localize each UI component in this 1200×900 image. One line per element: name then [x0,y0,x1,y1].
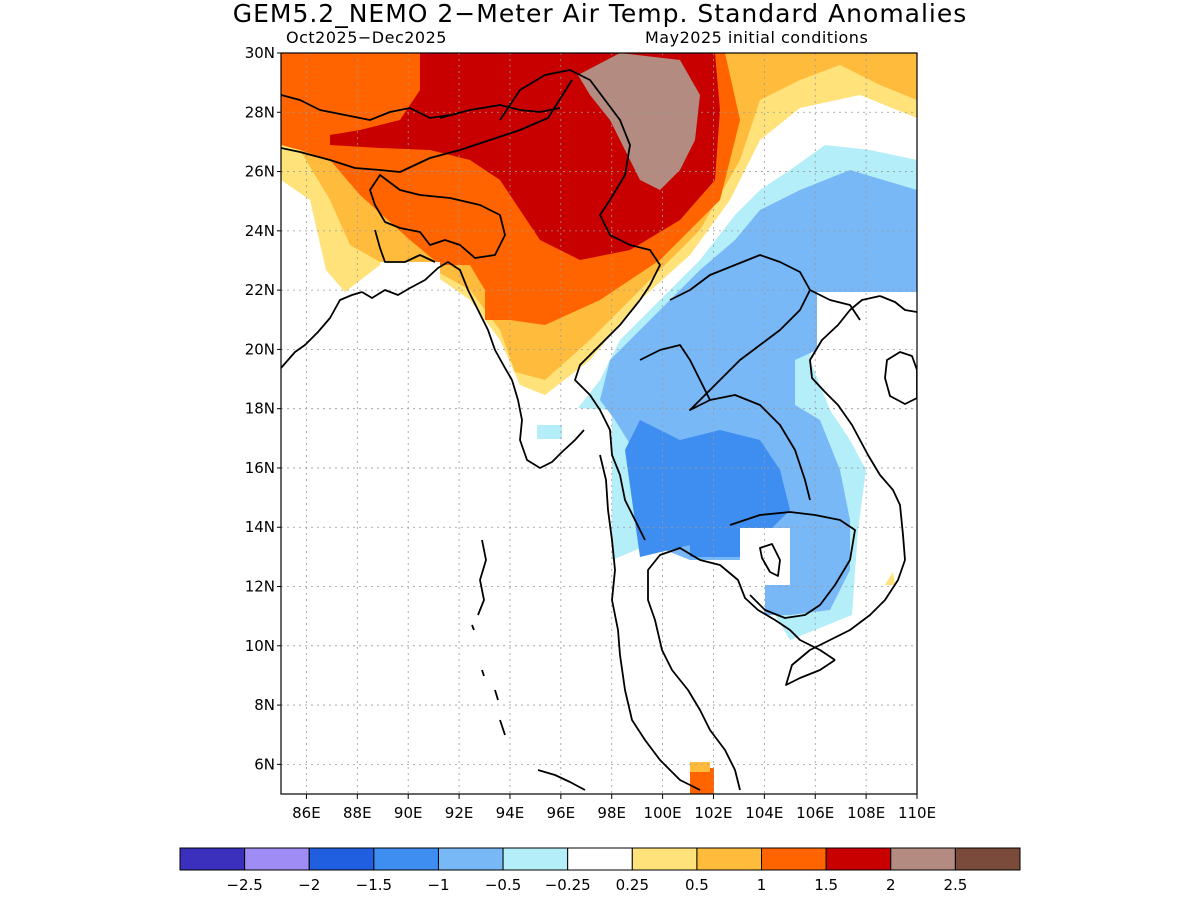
anomaly-field [281,53,917,794]
map-title: GEM5.2_NEMO 2−Meter Air Temp. Standard A… [232,0,968,28]
lat-label-18N: 18N [245,400,275,418]
vietnam-north-border [809,289,861,321]
graticule [281,53,917,794]
colorbar-label-8: 1 [757,876,767,894]
colorbar-swatch-5 [502,847,569,871]
colorbar-label-11: 2.5 [943,876,967,894]
colorbar-label-4: −0.5 [485,876,521,894]
myanmar-coast [511,379,585,469]
colorbar-label-10: 2 [886,876,896,894]
anomaly-blob-warm [690,762,710,772]
vietnam-south [785,295,906,686]
lat-label-10N: 10N [245,637,275,655]
laos-border [669,254,811,501]
colorbar-label-0: −2.5 [226,876,262,894]
anomaly-region-brown [578,53,700,190]
colorbar-swatch-12 [954,847,1021,871]
colorbar [179,847,1021,871]
china-coast [879,295,917,313]
initial-conditions: May2025 initial conditions [645,28,869,47]
colorbar-swatch-11 [890,847,956,871]
lat-label-26N: 26N [245,163,275,181]
colorbar-label-5: −0.25 [545,876,591,894]
forecast-period: Oct2025−Dec2025 [286,28,447,47]
sumatra-north [537,769,586,791]
bengal-coast [361,261,513,381]
lon-label-86E: 86E [292,804,321,822]
lat-label-20N: 20N [245,340,275,358]
latitude-labels: 30N 28N 26N 24N 22N 20N 18N 16N 14N 12N 10N 8N 6N [245,44,281,773]
colorbar-swatch-8 [696,847,763,871]
thai-laos-border [639,344,711,401]
lon-label-88E: 88E [343,804,372,822]
colorbar-label-1: −2 [298,876,320,894]
colorbar-swatch-4 [437,847,504,871]
colorbar-label-7: 0.5 [685,876,709,894]
lat-label-6N: 6N [254,755,275,773]
cambodia-border [729,511,856,619]
india-china-border [281,79,573,173]
lon-label-100E: 100E [644,804,682,822]
lon-label-102E: 102E [694,804,732,822]
lon-label-90E: 90E [394,804,423,822]
bangladesh-border [374,229,436,263]
colorbar-swatch-2 [308,847,375,871]
assam-loop [369,174,506,259]
hainan-island [884,351,917,405]
missing-area-bengal [380,262,440,302]
colorbar-swatch-9 [761,847,827,871]
lat-label-12N: 12N [245,578,275,596]
malay-peninsula-west [599,454,701,791]
missing-area-gulf [740,528,790,615]
lat-label-24N: 24N [245,222,275,240]
thai-gulf-coast [647,547,836,791]
lon-label-98E: 98E [597,804,626,822]
map-frame [280,52,918,795]
nicobar-islands [481,669,506,736]
colorbar-swatch-0 [179,847,246,871]
colorbar-label-3: −1 [427,876,449,894]
andaman-islands [471,539,487,631]
myanmar-thai-border [574,299,646,541]
colorbar-swatch-6 [567,847,633,871]
colorbar-swatch-3 [373,847,439,871]
colorbar-label-9: 1.5 [814,876,838,894]
lon-label-92E: 92E [445,804,474,822]
lon-label-106E: 106E [796,804,834,822]
lon-label-110E: 110E [898,804,936,822]
anomaly-blob-orange [690,768,714,794]
lat-label-28N: 28N [245,103,275,121]
lat-label-8N: 8N [254,696,275,714]
colorbar-label-6: 0.25 [616,876,649,894]
colorbar-swatch-10 [825,847,892,871]
tonle-sap [759,543,781,577]
lon-label-108E: 108E [847,804,885,822]
colorbar-swatch-7 [631,847,698,871]
anomaly-blob-light-warm [885,572,895,585]
colorbar-labels: −2.5 −2 −1.5 −1 −0.5 −0.25 0.25 0.5 1 1.5 2 2.5 [226,876,967,894]
lon-label-96E: 96E [547,804,576,822]
colorbar-label-2: −1.5 [356,876,392,894]
lat-label-14N: 14N [245,518,275,536]
lat-label-30N: 30N [245,44,275,62]
bhutan-border [439,104,561,119]
lon-label-94E: 94E [496,804,525,822]
myanmar-border-north [499,69,661,301]
anomaly-blob-light-cold [537,425,562,439]
lon-label-104E: 104E [745,804,783,822]
longitude-labels: 86E 88E 90E 92E 94E 96E 98E 100E 102E 104E 106E 108… [292,794,936,822]
nepal-border [281,94,451,121]
anomaly-region-colder [625,420,790,557]
colorbar-swatch-1 [244,847,310,871]
coastlines [281,69,917,791]
lat-label-16N: 16N [245,459,275,477]
lat-label-22N: 22N [245,281,275,299]
india-east-coast [281,291,363,369]
